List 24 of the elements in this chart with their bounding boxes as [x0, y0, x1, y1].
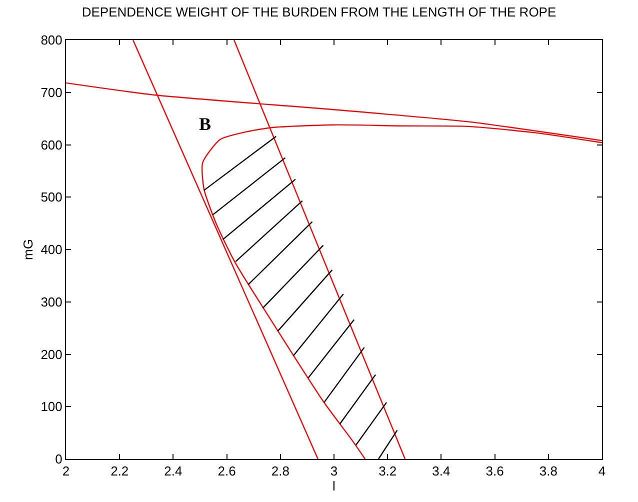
x-tick-label: 3.4 — [432, 464, 450, 479]
y-tick-label: 400 — [40, 242, 62, 258]
y-tick-label: 200 — [40, 346, 62, 362]
y-tick-label: 800 — [40, 32, 62, 48]
x-tick-label: 3.2 — [378, 464, 397, 479]
y-tick-label: 600 — [40, 137, 62, 152]
y-tick-label: 300 — [40, 294, 62, 310]
x-tick-label: 2.2 — [110, 464, 129, 479]
chart-title: DEPENDENCE WEIGHT OF THE BURDEN FROM THE LENGTH OF THE ROPE — [82, 4, 556, 20]
y-tick-label: 700 — [40, 84, 62, 100]
x-tick-label: 3.6 — [486, 464, 504, 479]
x-tick-label: 2 — [62, 464, 70, 479]
x-tick-label: 3 — [330, 464, 338, 479]
y-tick-label: 100 — [40, 399, 62, 414]
x-axis-title: l — [332, 478, 336, 494]
x-tick-label: 4 — [598, 464, 606, 479]
x-tick-label: 3.8 — [539, 464, 558, 479]
x-tick-label: 2.4 — [164, 464, 182, 479]
y-tick-label: 500 — [40, 190, 62, 205]
y-tick-label: 0 — [55, 452, 62, 467]
x-tick-label: 2.8 — [271, 464, 290, 479]
y-axis-title: mG — [20, 239, 36, 260]
annotation: B — [199, 114, 212, 134]
x-tick-label: 2.6 — [218, 464, 236, 479]
